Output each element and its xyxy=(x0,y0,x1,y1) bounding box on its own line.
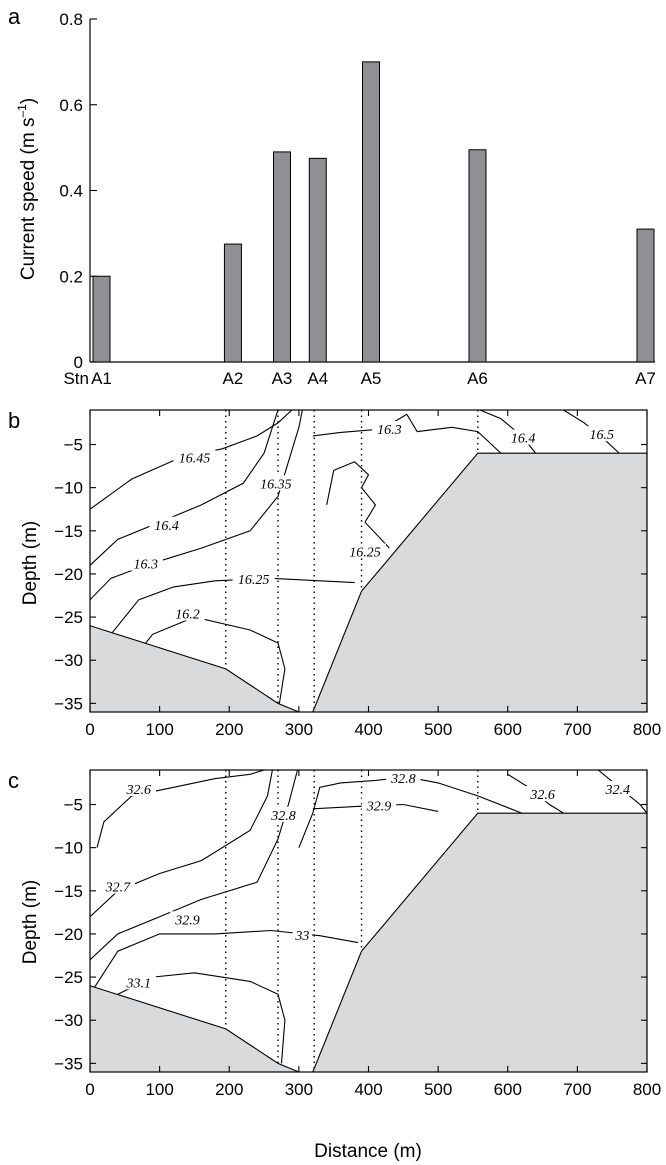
y-tick-label: −15 xyxy=(54,522,83,541)
contour-label: 32.6 xyxy=(125,783,151,798)
bar-A7 xyxy=(637,229,654,362)
seabed-right xyxy=(313,453,647,712)
x-tick-label: 500 xyxy=(424,720,452,739)
contour-label: 32.8 xyxy=(270,809,296,824)
bar-A2 xyxy=(224,244,241,362)
bar-A3 xyxy=(274,152,291,362)
x-tick-label: 400 xyxy=(354,1080,382,1099)
x-tick-label: 100 xyxy=(145,720,173,739)
contour-label: 16.4 xyxy=(511,432,536,447)
x-tick-label: A1 xyxy=(91,369,112,388)
x-tick-label: A6 xyxy=(467,369,488,388)
contour-label: 16.25 xyxy=(349,546,381,561)
x-tick-label: 800 xyxy=(633,1080,661,1099)
contour-label: 33 xyxy=(294,929,309,944)
y-tick-label: 0.6 xyxy=(59,96,83,115)
y-tick-label: −15 xyxy=(54,882,83,901)
y-tick-label: −35 xyxy=(54,1054,83,1073)
x-tick-label: 0 xyxy=(85,720,94,739)
bar-A1 xyxy=(93,276,110,362)
bar-A6 xyxy=(469,150,486,362)
x-tick-label: A4 xyxy=(307,369,328,388)
y-tick-label: −10 xyxy=(54,839,83,858)
bar-A5 xyxy=(363,62,380,362)
x-tick-label: 100 xyxy=(145,1080,173,1099)
contour-label: 16.3 xyxy=(133,558,158,573)
seabed-right xyxy=(313,813,647,1072)
temperature-contour-panel: Depth (m) 16.4516.416.316.3516.316.2516.… xyxy=(20,410,661,739)
y-tick-label: −30 xyxy=(54,651,83,670)
panel-c-y-axis-label: Depth (m) xyxy=(20,880,41,964)
x-tick-label: 0 xyxy=(85,1080,94,1099)
y-tick-label: −20 xyxy=(54,565,83,584)
y-tick-label: 0.4 xyxy=(59,182,83,201)
contour-label: 16.5 xyxy=(589,428,614,443)
contour-line-16.4 xyxy=(90,410,278,565)
x-tick-label: A7 xyxy=(635,369,656,388)
y-tick-label: −20 xyxy=(54,925,83,944)
bar-A4 xyxy=(309,158,326,362)
panel-b-y-axis-label: Depth (m) xyxy=(20,521,41,605)
y-tick-label: −25 xyxy=(54,608,83,627)
contour-label: 32.9 xyxy=(366,799,392,814)
contour-line-16.3 xyxy=(313,414,501,453)
x-tick-label: 800 xyxy=(633,720,661,739)
contour-line-16.25 xyxy=(327,462,390,548)
contour-label: 16.3 xyxy=(377,423,402,438)
contour-label: 32.6 xyxy=(529,788,555,803)
x-tick-label: 300 xyxy=(285,1080,313,1099)
x-tick-label: A5 xyxy=(361,369,382,388)
contour-label: 16.4 xyxy=(154,519,179,534)
y-tick-label: −35 xyxy=(54,694,83,713)
panel-c-x-axis-label: Distance (m) xyxy=(314,1141,422,1162)
y-tick-label: −5 xyxy=(64,436,83,455)
x-tick-label: 600 xyxy=(494,1080,522,1099)
contour-label: 16.35 xyxy=(260,477,292,492)
salinity-contour-panel: Depth (m) Distance (m) 32.632.732.932.83… xyxy=(20,770,661,1162)
x-tick-label: 700 xyxy=(563,1080,591,1099)
y-tick-label: −30 xyxy=(54,1011,83,1030)
panel-a-y-axis-label: Current speed (m s–1) xyxy=(15,98,39,280)
x-tick-label: 200 xyxy=(215,1080,243,1099)
panel-b-plot-area: 16.45 16.4 16.3 16.35 16.3 16.25 16.2 16.25 16.4… xyxy=(90,410,647,712)
panel-letter-a: a xyxy=(8,4,21,29)
x-tick-label: 300 xyxy=(285,720,313,739)
contour-label: 16.2 xyxy=(175,608,200,623)
panel-letter-c: c xyxy=(8,768,19,793)
y-tick-label: −25 xyxy=(54,968,83,987)
contour-label: 16.45 xyxy=(179,451,211,466)
contour-label: 32.9 xyxy=(174,913,200,928)
x-tick-label: A2 xyxy=(223,369,244,388)
y-tick-label: 0.8 xyxy=(59,10,83,29)
x-tick-label: 200 xyxy=(215,720,243,739)
seabed-left xyxy=(90,986,299,1072)
contour-label: 32.8 xyxy=(390,772,416,787)
contour-label: 16.25 xyxy=(238,573,270,588)
y-tick-label: 0.2 xyxy=(59,267,83,286)
station-prefix-label: Stn xyxy=(63,369,89,388)
panel-letter-b: b xyxy=(8,408,20,433)
contour-label: 32.4 xyxy=(605,783,631,798)
y-tick-label: −10 xyxy=(54,479,83,498)
contour-label: 32.7 xyxy=(105,880,132,895)
x-tick-label: 600 xyxy=(494,720,522,739)
x-tick-label: A3 xyxy=(272,369,293,388)
contour-label: 33.1 xyxy=(125,976,151,991)
x-tick-label: 700 xyxy=(563,720,591,739)
bar-chart-panel: Current speed (m s–1) 00.20.40.60.8A1 A2 A… xyxy=(15,10,656,388)
panel-c-plot-area: 32.6 32.7 32.9 32.8 32.8 32.9 33 33.1 32.6 32.4 xyxy=(90,770,647,1072)
x-tick-label: 500 xyxy=(424,1080,452,1099)
x-tick-label: 400 xyxy=(354,720,382,739)
y-tick-label: −5 xyxy=(64,796,83,815)
